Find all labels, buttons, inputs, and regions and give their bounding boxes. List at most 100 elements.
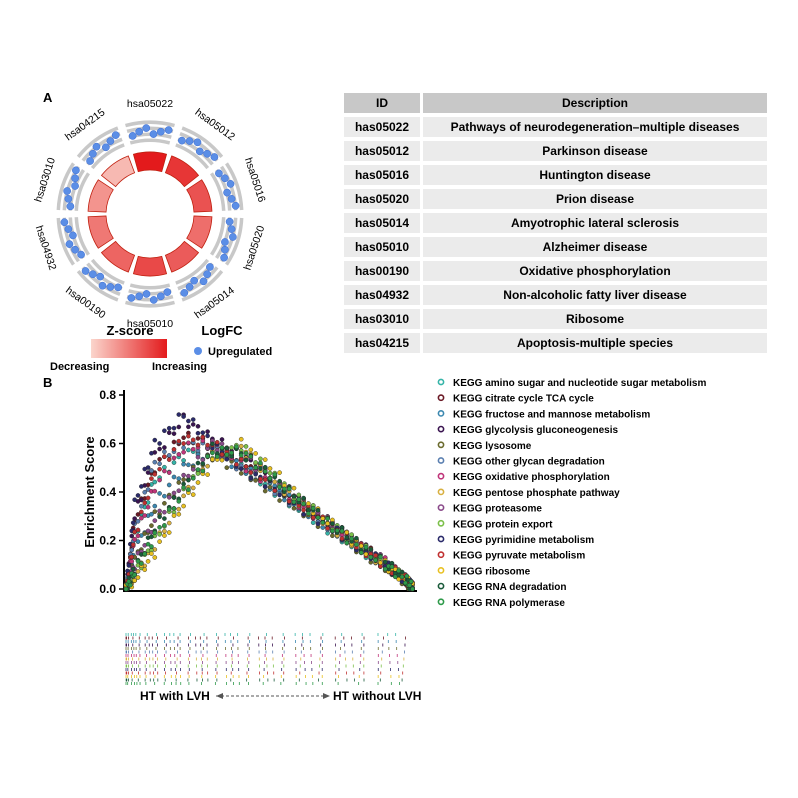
table-cell-description: Pathways of neurodegeneration–multiple d… bbox=[421, 115, 767, 141]
ring-band bbox=[56, 162, 75, 211]
ring-band bbox=[210, 172, 226, 211]
logfc-point bbox=[227, 195, 236, 203]
table-row: has04215 Apoptosis-multiple species bbox=[344, 331, 767, 357]
logfc-point bbox=[86, 157, 94, 165]
logfc-point bbox=[185, 283, 194, 291]
logfc-point bbox=[149, 130, 158, 138]
zscore-sector bbox=[100, 240, 136, 273]
logfc-point bbox=[98, 281, 107, 290]
logfc-point bbox=[64, 195, 73, 203]
ring-band bbox=[225, 162, 244, 211]
ring-band bbox=[181, 270, 224, 302]
zscore-sector bbox=[132, 151, 168, 173]
logfc-point bbox=[77, 250, 85, 259]
ring-band bbox=[76, 270, 119, 302]
ring-band bbox=[129, 138, 171, 145]
logfc-point bbox=[127, 294, 136, 302]
ring-band bbox=[215, 169, 232, 211]
ring-band bbox=[181, 126, 224, 158]
logfc-point bbox=[71, 174, 79, 183]
table-cell-description: Amyotrophic lateral sclerosis bbox=[421, 211, 767, 237]
ring-band bbox=[74, 217, 90, 256]
upregulated-legend-label: Upregulated bbox=[208, 346, 272, 358]
logfc-point bbox=[190, 276, 199, 285]
table-row: has00190 Oxidative phosphorylation bbox=[344, 259, 767, 285]
table-cell-id: has03010 bbox=[344, 307, 423, 333]
zscore-decreasing-label: Decreasing bbox=[50, 361, 109, 373]
logfc-point bbox=[81, 267, 90, 275]
logfc-point bbox=[210, 153, 219, 161]
kegg-pathway-table: ID Description has05022 Pathways of neuro… bbox=[344, 93, 767, 357]
logfc-point bbox=[114, 283, 122, 292]
logfc-point bbox=[185, 137, 194, 145]
logfc-point bbox=[149, 296, 158, 304]
sector-label: hsa05020 bbox=[242, 224, 268, 272]
logfc-point bbox=[226, 180, 235, 188]
sector-label: hsa04932 bbox=[33, 224, 59, 272]
ring-band bbox=[175, 258, 210, 285]
ring-band bbox=[177, 262, 214, 291]
table-header-description: Description bbox=[421, 93, 767, 117]
ring-band bbox=[90, 143, 125, 170]
zscore-legend-title: Z-score bbox=[107, 323, 154, 338]
logfc-point bbox=[223, 188, 231, 197]
table-row: has05012 Parkinson disease bbox=[344, 139, 767, 165]
ring-band bbox=[86, 262, 123, 291]
table-cell-id: has05014 bbox=[344, 211, 423, 237]
table-header-id: ID bbox=[344, 93, 423, 117]
logfc-point bbox=[156, 292, 165, 301]
sector-label: hsa05022 bbox=[127, 98, 173, 110]
logfc-point bbox=[89, 149, 97, 158]
logfc-point bbox=[163, 288, 172, 296]
table-cell-description: Huntington disease bbox=[421, 163, 767, 189]
zscore-sector bbox=[87, 179, 114, 213]
ring-band bbox=[210, 217, 226, 256]
logfc-point bbox=[106, 137, 115, 145]
ring-band bbox=[129, 283, 171, 290]
table-cell-description: Oxidative phosphorylation bbox=[421, 259, 767, 285]
logfc-point bbox=[92, 142, 101, 151]
logfc-point bbox=[66, 202, 75, 211]
logfc-legend-title: LogFC bbox=[201, 323, 243, 338]
logfc-point bbox=[203, 149, 211, 158]
table-cell-id: has00190 bbox=[344, 259, 423, 285]
ring-band bbox=[74, 172, 90, 211]
zscore-sector bbox=[186, 179, 213, 213]
logfc-point bbox=[221, 245, 229, 254]
zscore-increasing-label: Increasing bbox=[152, 361, 207, 373]
logfc-point bbox=[89, 270, 97, 279]
logfc-point bbox=[220, 253, 228, 262]
table-row: has05014 Amyotrophic lateral sclerosis bbox=[344, 211, 767, 237]
logfc-point bbox=[156, 127, 165, 136]
logfc-point bbox=[71, 245, 79, 254]
logfc-point bbox=[63, 187, 71, 195]
logfc-point bbox=[135, 292, 144, 301]
logfc-point bbox=[60, 218, 69, 227]
logfc-point bbox=[229, 233, 237, 241]
ring-band bbox=[56, 217, 75, 266]
logfc-point bbox=[199, 277, 208, 286]
logfc-point bbox=[221, 174, 229, 183]
ring-band bbox=[86, 137, 123, 166]
table-row: has05010 Alzheimer disease bbox=[344, 235, 767, 261]
logfc-point bbox=[225, 217, 234, 226]
ring-band bbox=[215, 217, 232, 259]
zscore-sector bbox=[164, 240, 200, 273]
zscore-sector bbox=[87, 215, 114, 249]
zscore-gradient-bar bbox=[91, 339, 167, 358]
table-cell-id: has04215 bbox=[344, 331, 423, 357]
logfc-point bbox=[195, 147, 204, 156]
logfc-point bbox=[231, 201, 240, 210]
logfc-point bbox=[221, 238, 229, 246]
table-row: has05022 Pathways of neurodegeneration–mu… bbox=[344, 115, 767, 141]
ring-band bbox=[175, 143, 210, 170]
table-cell-description: Ribosome bbox=[421, 307, 767, 333]
logfc-point bbox=[101, 143, 110, 152]
table-cell-id: has05016 bbox=[344, 163, 423, 189]
logfc-point bbox=[135, 127, 144, 136]
table-header-row: ID Description bbox=[344, 93, 767, 117]
logfc-point bbox=[180, 289, 189, 297]
logfc-point bbox=[96, 272, 105, 281]
logfc-point bbox=[206, 263, 214, 271]
table-row: has03010 Ribosome bbox=[344, 307, 767, 333]
